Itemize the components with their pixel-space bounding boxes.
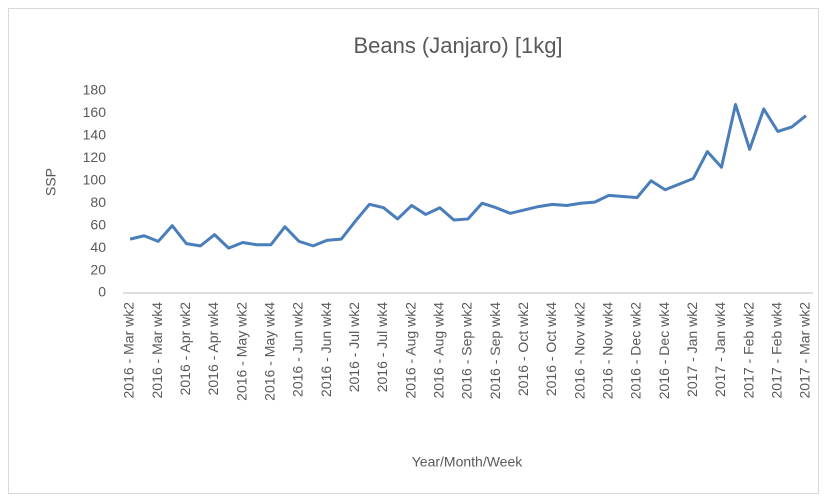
y-tick-label: 180 [83,82,107,98]
data-line [129,102,807,250]
x-tick-label: 2016 - Sep wk2 [459,302,475,399]
x-tick-label: 2016 - Mar wk2 [121,302,137,399]
y-tick-label: 140 [83,127,107,143]
x-tick-label: 2016 - Dec wk4 [656,302,672,399]
x-tick-label: 2016 - Sep wk4 [487,302,503,399]
x-tick-label: 2016 - Jul wk2 [346,302,362,392]
x-tick-label: 2016 - Jul wk4 [374,302,390,392]
x-tick-label: 2017 - Feb wk4 [768,302,784,399]
x-tick-label: 2017 - Jan wk4 [712,302,728,397]
y-tick-label: 120 [83,149,107,165]
x-tick-label: 2016 - Oct wk4 [543,302,559,396]
chart-title: Beans (Janjaro) [1kg] [353,33,562,58]
x-tick-label: 2016 - May wk2 [233,302,249,401]
x-tick-label: 2016 - Nov wk4 [600,302,616,399]
x-tick-label: 2016 - Oct wk2 [515,302,531,396]
x-tick-label: 2016 - Apr wk4 [205,302,221,396]
y-tick-label: 0 [98,284,106,300]
x-tick-label: 2016 - Jun wk4 [318,302,334,397]
x-tick-label: 2016 - Mar wk4 [149,302,165,399]
x-tick-label: 2016 - Apr wk2 [177,302,193,396]
y-axis-label: SSP [43,168,59,196]
x-tick-label: 2016 - Jun wk2 [290,302,306,397]
y-tick-label: 40 [90,239,106,255]
y-tick-label: 100 [83,171,107,187]
x-tick-label: 2016 - Dec wk2 [628,302,644,399]
chart-border [8,8,819,494]
x-axis-label: Year/Month/Week [412,454,524,470]
x-tick-label: 2016 - Nov wk2 [571,302,587,399]
x-tick-label: 2017 - Feb wk2 [740,302,756,399]
y-tick-label: 160 [83,104,107,120]
x-tick-label: 2016 - Aug wk2 [402,302,418,399]
y-tick-label: 20 [90,261,106,277]
x-tick-label: 2016 - May wk4 [262,302,278,401]
x-tick-label: 2017 - Jan wk2 [684,302,700,397]
y-tick-label: 60 [90,216,106,232]
y-tick-label: 80 [90,194,106,210]
x-tick-label: 2016 - Aug wk4 [431,302,447,399]
x-tick-label: 2017 - Mar wk2 [797,302,813,399]
